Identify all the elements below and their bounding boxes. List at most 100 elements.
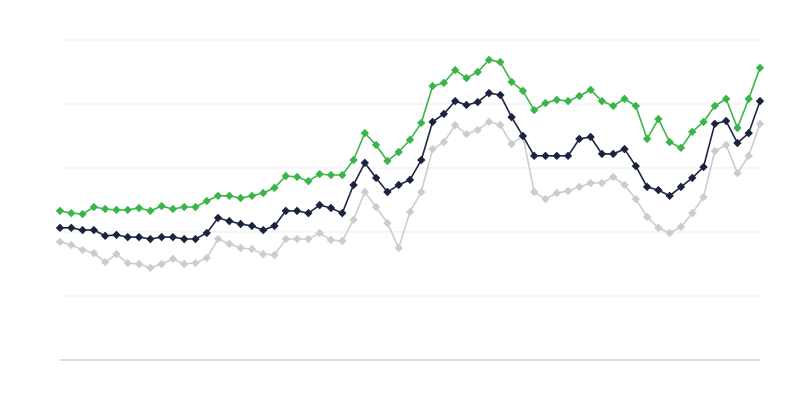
- data-point-marker[interactable]: [394, 243, 403, 253]
- data-point-marker[interactable]: [55, 223, 65, 233]
- data-point-marker[interactable]: [755, 119, 765, 129]
- data-point-marker[interactable]: [676, 182, 686, 192]
- data-point-marker[interactable]: [417, 118, 426, 128]
- data-point-marker[interactable]: [665, 228, 674, 238]
- data-point-marker[interactable]: [518, 131, 528, 141]
- data-point-marker[interactable]: [146, 206, 155, 216]
- data-point-marker[interactable]: [134, 232, 144, 242]
- data-point-marker[interactable]: [304, 234, 313, 244]
- data-point-marker[interactable]: [383, 156, 392, 166]
- data-point-marker[interactable]: [213, 191, 223, 201]
- data-point-marker[interactable]: [315, 200, 324, 210]
- data-point-marker[interactable]: [642, 134, 652, 144]
- data-point-marker[interactable]: [733, 138, 742, 148]
- data-point-marker[interactable]: [609, 101, 618, 111]
- data-point-marker[interactable]: [168, 232, 178, 242]
- data-point-marker[interactable]: [338, 170, 347, 180]
- data-point-marker[interactable]: [281, 171, 291, 181]
- data-point-marker[interactable]: [417, 187, 426, 197]
- data-point-marker[interactable]: [439, 137, 449, 147]
- data-point-marker[interactable]: [529, 187, 539, 197]
- data-point-marker[interactable]: [292, 172, 302, 182]
- data-point-marker[interactable]: [191, 258, 200, 268]
- data-point-marker[interactable]: [586, 178, 595, 188]
- data-point-marker[interactable]: [744, 94, 753, 104]
- data-point-marker[interactable]: [78, 245, 87, 255]
- data-point-marker[interactable]: [146, 263, 155, 273]
- data-point-marker[interactable]: [586, 132, 595, 142]
- data-point-marker[interactable]: [676, 222, 686, 232]
- data-point-marker[interactable]: [654, 223, 663, 233]
- data-point-marker[interactable]: [597, 178, 607, 188]
- data-point-marker[interactable]: [100, 204, 110, 214]
- data-point-marker[interactable]: [134, 259, 144, 269]
- data-point-marker[interactable]: [371, 140, 381, 150]
- data-point-marker[interactable]: [236, 219, 245, 229]
- data-point-marker[interactable]: [665, 137, 674, 147]
- data-point-marker[interactable]: [315, 169, 324, 179]
- data-point-marker[interactable]: [179, 202, 189, 212]
- data-point-marker[interactable]: [496, 90, 505, 100]
- data-point-marker[interactable]: [202, 228, 211, 238]
- data-point-marker[interactable]: [417, 155, 426, 165]
- data-point-marker[interactable]: [450, 65, 460, 75]
- data-point-marker[interactable]: [496, 120, 505, 130]
- data-point-marker[interactable]: [721, 94, 731, 104]
- data-point-marker[interactable]: [259, 225, 268, 235]
- data-point-marker[interactable]: [484, 88, 494, 98]
- data-point-marker[interactable]: [123, 205, 132, 215]
- data-point-marker[interactable]: [259, 249, 268, 259]
- data-point-marker[interactable]: [541, 194, 550, 204]
- data-point-marker[interactable]: [473, 67, 482, 77]
- data-point-marker[interactable]: [507, 139, 516, 149]
- data-point-marker[interactable]: [89, 225, 99, 235]
- data-point-marker[interactable]: [529, 105, 539, 115]
- data-point-marker[interactable]: [755, 96, 765, 106]
- data-point-marker[interactable]: [304, 176, 313, 186]
- data-point-marker[interactable]: [563, 96, 573, 106]
- data-point-marker[interactable]: [259, 188, 268, 198]
- data-point-marker[interactable]: [428, 117, 437, 127]
- data-point-marker[interactable]: [688, 208, 697, 218]
- data-point-marker[interactable]: [575, 91, 584, 101]
- data-point-marker[interactable]: [112, 205, 121, 215]
- data-point-marker[interactable]: [575, 182, 584, 192]
- data-point-marker[interactable]: [721, 116, 731, 126]
- data-point-marker[interactable]: [236, 193, 245, 203]
- data-point-marker[interactable]: [552, 151, 561, 161]
- data-point-marker[interactable]: [676, 143, 686, 153]
- data-point-marker[interactable]: [315, 228, 324, 238]
- data-point-marker[interactable]: [383, 218, 392, 228]
- data-point-marker[interactable]: [292, 234, 302, 244]
- data-point-marker[interactable]: [642, 182, 652, 192]
- data-point-marker[interactable]: [586, 85, 595, 95]
- data-point-marker[interactable]: [157, 201, 166, 211]
- data-point-marker[interactable]: [168, 254, 178, 264]
- data-point-marker[interactable]: [507, 112, 516, 122]
- data-point-marker[interactable]: [563, 151, 573, 161]
- data-point-marker[interactable]: [699, 192, 708, 202]
- data-point-marker[interactable]: [462, 73, 471, 83]
- data-point-marker[interactable]: [496, 57, 505, 67]
- data-point-marker[interactable]: [202, 253, 211, 263]
- data-point-marker[interactable]: [236, 243, 245, 253]
- data-point-marker[interactable]: [191, 202, 200, 212]
- data-point-marker[interactable]: [450, 96, 460, 106]
- data-point-marker[interactable]: [292, 206, 302, 216]
- data-point-marker[interactable]: [112, 249, 121, 259]
- data-point-marker[interactable]: [462, 129, 471, 139]
- data-point-marker[interactable]: [360, 187, 370, 197]
- data-point-marker[interactable]: [642, 212, 652, 222]
- data-point-marker[interactable]: [168, 204, 178, 214]
- data-point-marker[interactable]: [473, 125, 482, 135]
- data-point-marker[interactable]: [213, 234, 223, 244]
- data-point-marker[interactable]: [371, 202, 381, 212]
- data-point-marker[interactable]: [462, 100, 471, 110]
- data-point-marker[interactable]: [699, 117, 708, 127]
- data-point-marker[interactable]: [67, 223, 76, 233]
- data-point-marker[interactable]: [270, 183, 279, 193]
- data-point-marker[interactable]: [552, 188, 561, 198]
- data-point-marker[interactable]: [688, 127, 697, 137]
- data-point-marker[interactable]: [225, 239, 234, 249]
- data-point-marker[interactable]: [179, 234, 189, 244]
